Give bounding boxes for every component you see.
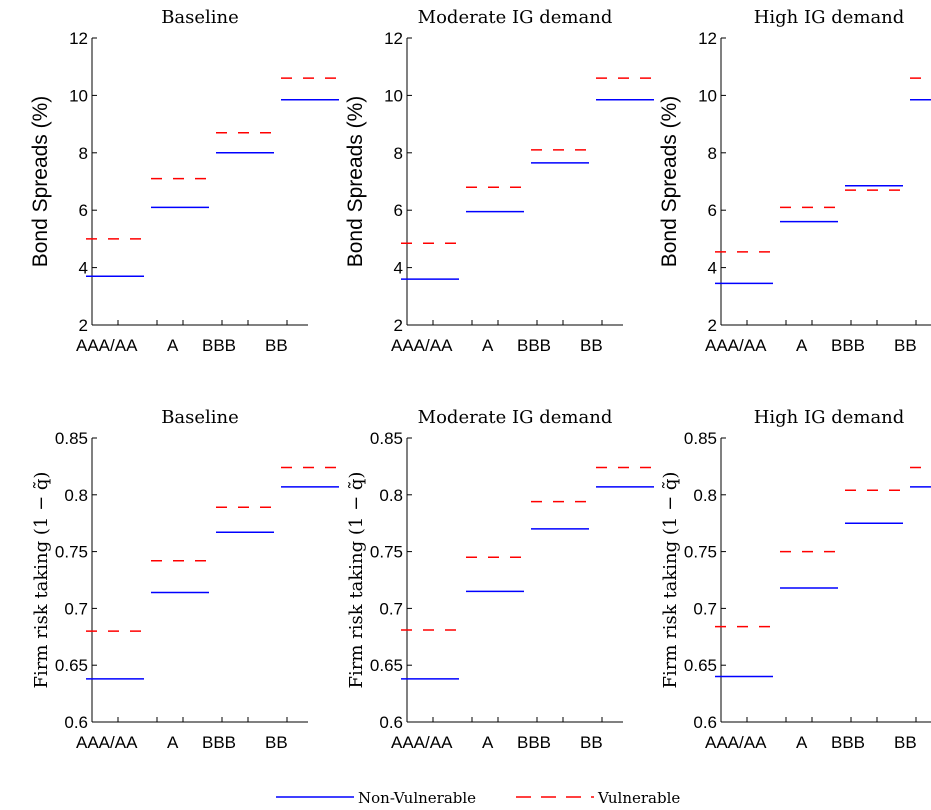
chart-panel-1: Baseline Bond Spreads (%) 2 4 6 8 10 12 AAA/AA A B… <box>29 7 339 355</box>
chart-panel-2: Moderate IG demand Bond Spreads (%) 2 4 6 8 10… <box>344 7 654 355</box>
x-tick-label: BBB <box>831 733 865 752</box>
y-tick-label: 0.75 <box>370 543 403 562</box>
x-tick-label: A <box>482 336 494 355</box>
y-tick-label: 6 <box>79 201 88 220</box>
y-tick-label: 10 <box>698 86 717 105</box>
x-tick-label: BB <box>580 336 603 355</box>
y-tick-label: 6 <box>708 201 717 220</box>
legend-label-vulnerable: Vulnerable <box>597 789 680 807</box>
y-tick-label: 12 <box>69 29 88 48</box>
panel-title: Baseline <box>161 407 239 428</box>
y-tick-label: 0.85 <box>55 429 88 448</box>
panel-title: Moderate IG demand <box>418 7 613 28</box>
y-tick-label: 8 <box>79 144 88 163</box>
chart-panel-5: Moderate IG demand Firm risk taking (1 − … <box>346 407 654 752</box>
y-tick-label: 12 <box>384 29 403 48</box>
y-tick-label: 2 <box>708 316 717 335</box>
y-tick-label: 0.75 <box>684 543 717 562</box>
x-tick-label: BB <box>580 733 603 752</box>
panel-title: High IG demand <box>754 7 905 28</box>
x-tick-label: A <box>796 733 808 752</box>
x-tick-label: BBB <box>202 336 236 355</box>
y-tick-label: 4 <box>394 259 403 278</box>
y-tick-label: 2 <box>394 316 403 335</box>
x-tick-label: BBB <box>517 336 551 355</box>
y-axis-label: Bond Spreads (%) <box>29 96 52 268</box>
x-tick-label: BBB <box>517 733 551 752</box>
x-tick-label: A <box>796 336 808 355</box>
y-tick-label: 10 <box>384 86 403 105</box>
y-tick-label: 0.8 <box>693 486 717 505</box>
x-tick-label: BB <box>894 733 917 752</box>
y-tick-label: 0.6 <box>64 713 88 732</box>
y-tick-label: 0.85 <box>370 429 403 448</box>
legend-label-non-vulnerable: Non-Vulnerable <box>358 789 476 807</box>
y-tick-label: 0.75 <box>55 543 88 562</box>
y-tick-label: 0.85 <box>684 429 717 448</box>
y-tick-label: 0.65 <box>684 656 717 675</box>
x-tick-label: AAA/AA <box>705 336 767 355</box>
y-tick-label: 0.7 <box>693 599 717 618</box>
x-tick-label: AAA/AA <box>76 733 138 752</box>
y-tick-label: 8 <box>708 144 717 163</box>
x-tick-label: A <box>167 336 179 355</box>
y-tick-label: 0.8 <box>379 486 403 505</box>
panel-title: High IG demand <box>754 407 905 428</box>
y-tick-label: 6 <box>394 201 403 220</box>
x-tick-label: BB <box>894 336 917 355</box>
y-axis-label: Bond Spreads (%) <box>658 96 681 268</box>
y-tick-label: 0.6 <box>693 713 717 732</box>
y-tick-label: 0.7 <box>379 599 403 618</box>
x-tick-label: BB <box>265 733 288 752</box>
y-tick-label: 4 <box>79 259 88 278</box>
legend: Non-Vulnerable Vulnerable <box>276 789 680 807</box>
y-tick-label: 10 <box>69 86 88 105</box>
x-tick-label: BBB <box>831 336 865 355</box>
y-tick-label: 8 <box>394 144 403 163</box>
y-tick-label: 0.7 <box>64 599 88 618</box>
panel-title: Baseline <box>161 7 239 28</box>
x-tick-label: AAA/AA <box>705 733 767 752</box>
y-axis-label: Firm risk taking (1 − q̃) <box>660 472 681 689</box>
x-tick-label: AAA/AA <box>391 336 453 355</box>
y-tick-label: 0.65 <box>370 656 403 675</box>
panel-title: Moderate IG demand <box>418 407 613 428</box>
y-axis-label: Firm risk taking (1 − q̃) <box>346 472 367 689</box>
y-axis-label: Firm risk taking (1 − q̃) <box>31 472 52 689</box>
y-tick-label: 0.6 <box>379 713 403 732</box>
x-tick-label: BBB <box>202 733 236 752</box>
y-tick-label: 2 <box>79 316 88 335</box>
x-tick-label: A <box>167 733 179 752</box>
x-tick-label: AAA/AA <box>391 733 453 752</box>
x-tick-label: BB <box>265 336 288 355</box>
y-tick-label: 0.8 <box>64 486 88 505</box>
y-axis-label: Bond Spreads (%) <box>344 96 367 268</box>
y-tick-label: 12 <box>698 29 717 48</box>
x-tick-label: A <box>482 733 494 752</box>
x-tick-label: AAA/AA <box>76 336 138 355</box>
y-tick-label: 4 <box>708 259 717 278</box>
y-tick-label: 0.65 <box>55 656 88 675</box>
chart-panel-4: Baseline Firm risk taking (1 − q̃) 0.6 0.65… <box>31 407 339 752</box>
